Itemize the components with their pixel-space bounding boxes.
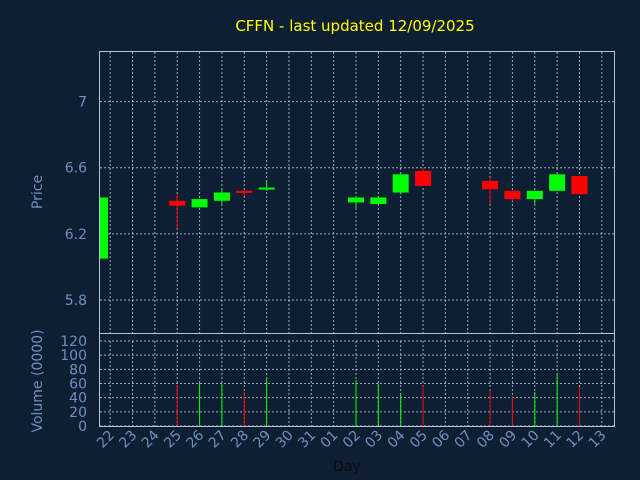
volume-tick-label: 20 xyxy=(69,405,87,421)
x-tick-labels: 2223242526272829303101020304050607080910… xyxy=(94,427,610,451)
x-tick-label: 13 xyxy=(586,428,610,452)
candle-body xyxy=(169,200,186,206)
candle-body xyxy=(392,174,409,193)
candle-body xyxy=(100,197,108,259)
candle-body xyxy=(526,190,543,200)
volume-tick-label: 100 xyxy=(60,348,87,364)
volume-bars xyxy=(176,374,580,426)
x-tick-label: 25 xyxy=(161,428,185,452)
x-tick-label: 09 xyxy=(496,428,520,452)
candle-body xyxy=(258,187,275,190)
x-tick-label: 08 xyxy=(474,428,498,452)
x-tick-label: 22 xyxy=(94,428,118,452)
price-tick-label: 7 xyxy=(78,95,87,111)
x-tick-label: 12 xyxy=(563,428,587,452)
x-tick-label: 26 xyxy=(183,427,207,451)
price-tick-label: 5.8 xyxy=(65,293,87,309)
price-tick-labels: 5.8 6.2 6.6 7 xyxy=(65,95,87,309)
x-tick-label: 03 xyxy=(362,428,386,452)
volume-axis-label: Volume (0000) xyxy=(30,329,46,432)
candle-body xyxy=(191,199,208,208)
x-tick-label: 31 xyxy=(295,428,319,452)
x-tick-label: 07 xyxy=(452,428,476,452)
x-tick-label: 30 xyxy=(273,428,297,452)
x-tick-label: 24 xyxy=(139,427,163,451)
price-axis-label: Price xyxy=(30,175,46,209)
x-tick-label: 06 xyxy=(429,427,453,451)
candles xyxy=(100,167,588,259)
x-tick-label: 04 xyxy=(385,427,409,451)
x-tick-label: 02 xyxy=(340,428,364,452)
candle-body xyxy=(415,171,432,186)
x-tick-label: 11 xyxy=(541,428,565,452)
price-tick-label: 6.6 xyxy=(65,161,87,177)
x-gridlines xyxy=(109,52,603,426)
candle-body xyxy=(213,192,230,201)
candle-body xyxy=(571,175,588,195)
candle-body xyxy=(504,190,521,200)
volume-tick-label: 0 xyxy=(78,419,87,435)
price-tick-label: 6.2 xyxy=(65,227,87,243)
volume-gridlines xyxy=(100,340,614,427)
x-tick-label: 10 xyxy=(519,428,543,452)
volume-tick-label: 120 xyxy=(60,334,87,350)
x-tick-label: 05 xyxy=(407,428,431,452)
chart-title: CFFN - last updated 12/09/2025 xyxy=(235,17,474,35)
x-tick-label: 28 xyxy=(228,428,252,452)
x-tick-label: 23 xyxy=(116,428,140,452)
price-gridlines xyxy=(100,101,614,301)
volume-tick-label: 40 xyxy=(69,391,87,407)
volume-tick-label: 60 xyxy=(69,377,87,393)
x-axis-label: Day xyxy=(333,459,361,475)
x-tick-label: 01 xyxy=(318,428,342,452)
candle-body xyxy=(370,197,387,205)
candle-body xyxy=(236,190,253,193)
x-tick-label: 27 xyxy=(206,428,230,452)
candle-body xyxy=(482,180,499,190)
candle-body xyxy=(549,174,566,191)
volume-tick-label: 80 xyxy=(69,362,87,378)
candle-body xyxy=(348,197,364,203)
x-tick-label: 29 xyxy=(251,428,275,452)
